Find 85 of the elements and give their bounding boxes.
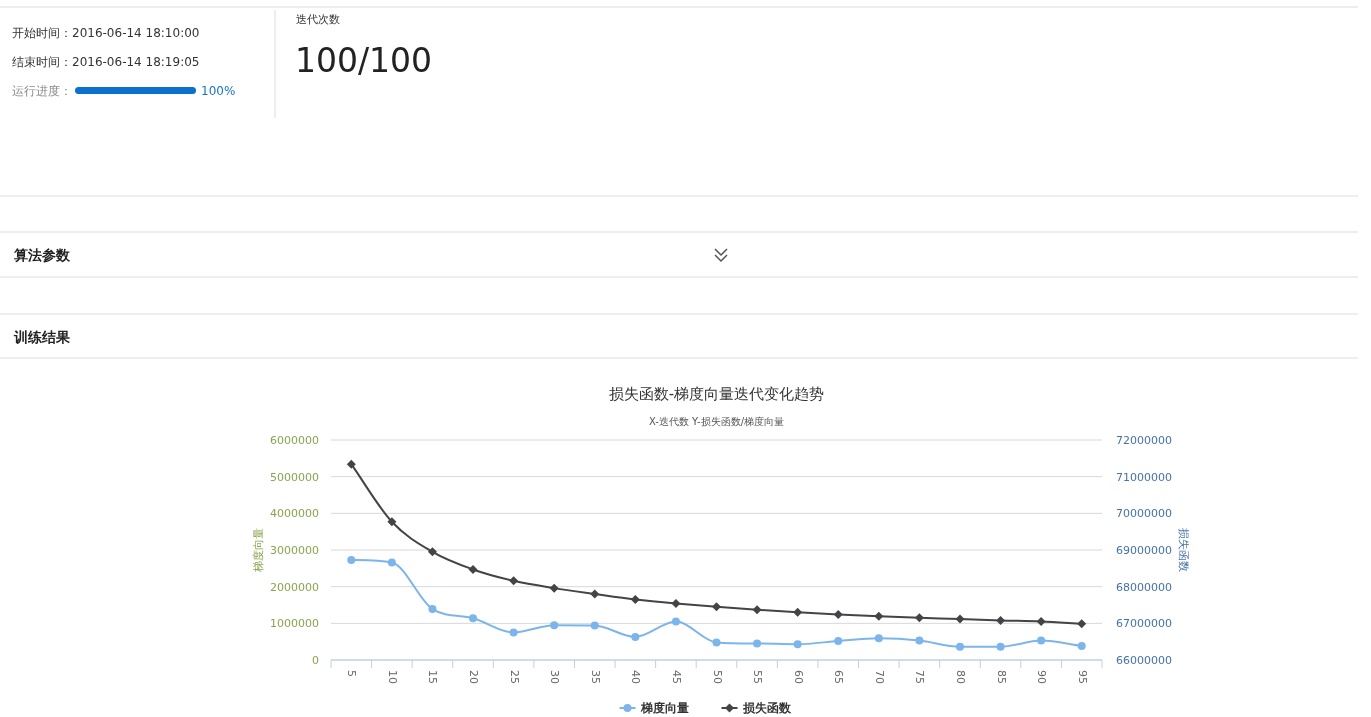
y2-tick-label: 69000000: [1116, 544, 1172, 557]
point: [955, 614, 965, 624]
point: [793, 640, 802, 649]
x-tick-label: 40: [629, 670, 643, 684]
text: 训练结果: [13, 329, 71, 345]
y2-tick-label: 71000000: [1116, 470, 1172, 484]
y-axis-title: 梯度向量: [252, 528, 265, 573]
point: [509, 628, 518, 637]
y-tick-label: 6000000: [270, 434, 319, 447]
point: [955, 642, 964, 651]
y-tick-label: 2000000: [270, 580, 319, 594]
point: [387, 517, 397, 527]
point: [834, 636, 843, 645]
point: [469, 614, 478, 623]
text: 迭代次数: [296, 13, 340, 26]
point: [347, 555, 356, 564]
point: [590, 621, 599, 630]
y-tick-label: 3000000: [270, 544, 319, 557]
x-tick-label: 85: [994, 670, 1008, 684]
x-tick-label: 15: [426, 670, 440, 684]
point: [671, 617, 680, 626]
point: [550, 621, 559, 630]
y-tick-label: 4000000: [270, 507, 319, 521]
point: [712, 638, 721, 647]
x-tick-label: 35: [588, 670, 602, 684]
point: [428, 605, 437, 614]
point: [914, 613, 924, 623]
x-tick-label: 5: [345, 670, 359, 677]
y-tick-label: 0: [312, 654, 319, 667]
legend-label: 损失函数: [741, 701, 792, 715]
text: 算法参数: [13, 247, 71, 263]
x-tick-label: 25: [507, 670, 521, 684]
y2-tick-label: 72000000: [1116, 434, 1172, 447]
point: [712, 602, 721, 612]
x-tick-label: 75: [913, 670, 927, 684]
point: [833, 610, 843, 620]
point: [630, 595, 640, 604]
point: [996, 642, 1005, 651]
x-tick-label: 55: [751, 670, 765, 684]
point: [1036, 617, 1046, 626]
x-tick-label: 90: [1035, 670, 1049, 684]
point: [793, 607, 803, 617]
point: [671, 599, 681, 609]
y-tick-label: 5000000: [270, 470, 319, 484]
x-tick-label: 80: [953, 670, 967, 684]
point: [1077, 619, 1087, 629]
point: [590, 589, 600, 599]
chart-subtitle: X-迭代数 Y-损失函数/梯度向量: [648, 416, 785, 427]
y2-axis-title: 损失函数: [1177, 528, 1190, 572]
text: 100/100: [295, 41, 433, 80]
text: 100%: [201, 84, 236, 98]
text: 运行进度：: [12, 84, 72, 98]
point: [753, 639, 762, 648]
y-tick-label: 1000000: [270, 617, 319, 631]
point: [427, 547, 437, 557]
point: [874, 634, 883, 643]
point: [509, 576, 519, 586]
x-tick-label: 50: [710, 670, 724, 684]
x-tick-label: 20: [467, 670, 481, 684]
point: [631, 632, 640, 641]
point: [915, 636, 924, 645]
text: 结束时间：2016-06-14 18:19:05: [12, 55, 200, 69]
point: [752, 605, 762, 615]
x-tick-label: 95: [1075, 670, 1089, 684]
x-tick-label: 10: [385, 670, 399, 684]
text: 开始时间：2016-06-14 18:10:00: [12, 26, 200, 40]
point: [996, 615, 1006, 625]
x-tick-label: 45: [669, 670, 683, 684]
point: [346, 459, 356, 469]
y2-tick-label: 66000000: [1116, 654, 1172, 667]
point: [1077, 642, 1086, 651]
point: [1037, 636, 1046, 645]
point: [387, 558, 396, 567]
y2-tick-label: 68000000: [1116, 580, 1172, 594]
point: [468, 564, 478, 574]
legend-label: 梯度向量: [639, 701, 689, 715]
x-tick-label: 60: [791, 670, 805, 684]
chart-title: 损失函数-梯度向量迭代变化趋势: [608, 385, 825, 403]
x-tick-label: 65: [832, 670, 846, 684]
x-tick-label: 30: [548, 670, 562, 684]
x-tick-label: 70: [872, 670, 886, 684]
y2-tick-label: 67000000: [1116, 617, 1172, 631]
point: [874, 611, 884, 621]
point: [549, 583, 559, 593]
y2-tick-label: 70000000: [1116, 507, 1172, 521]
